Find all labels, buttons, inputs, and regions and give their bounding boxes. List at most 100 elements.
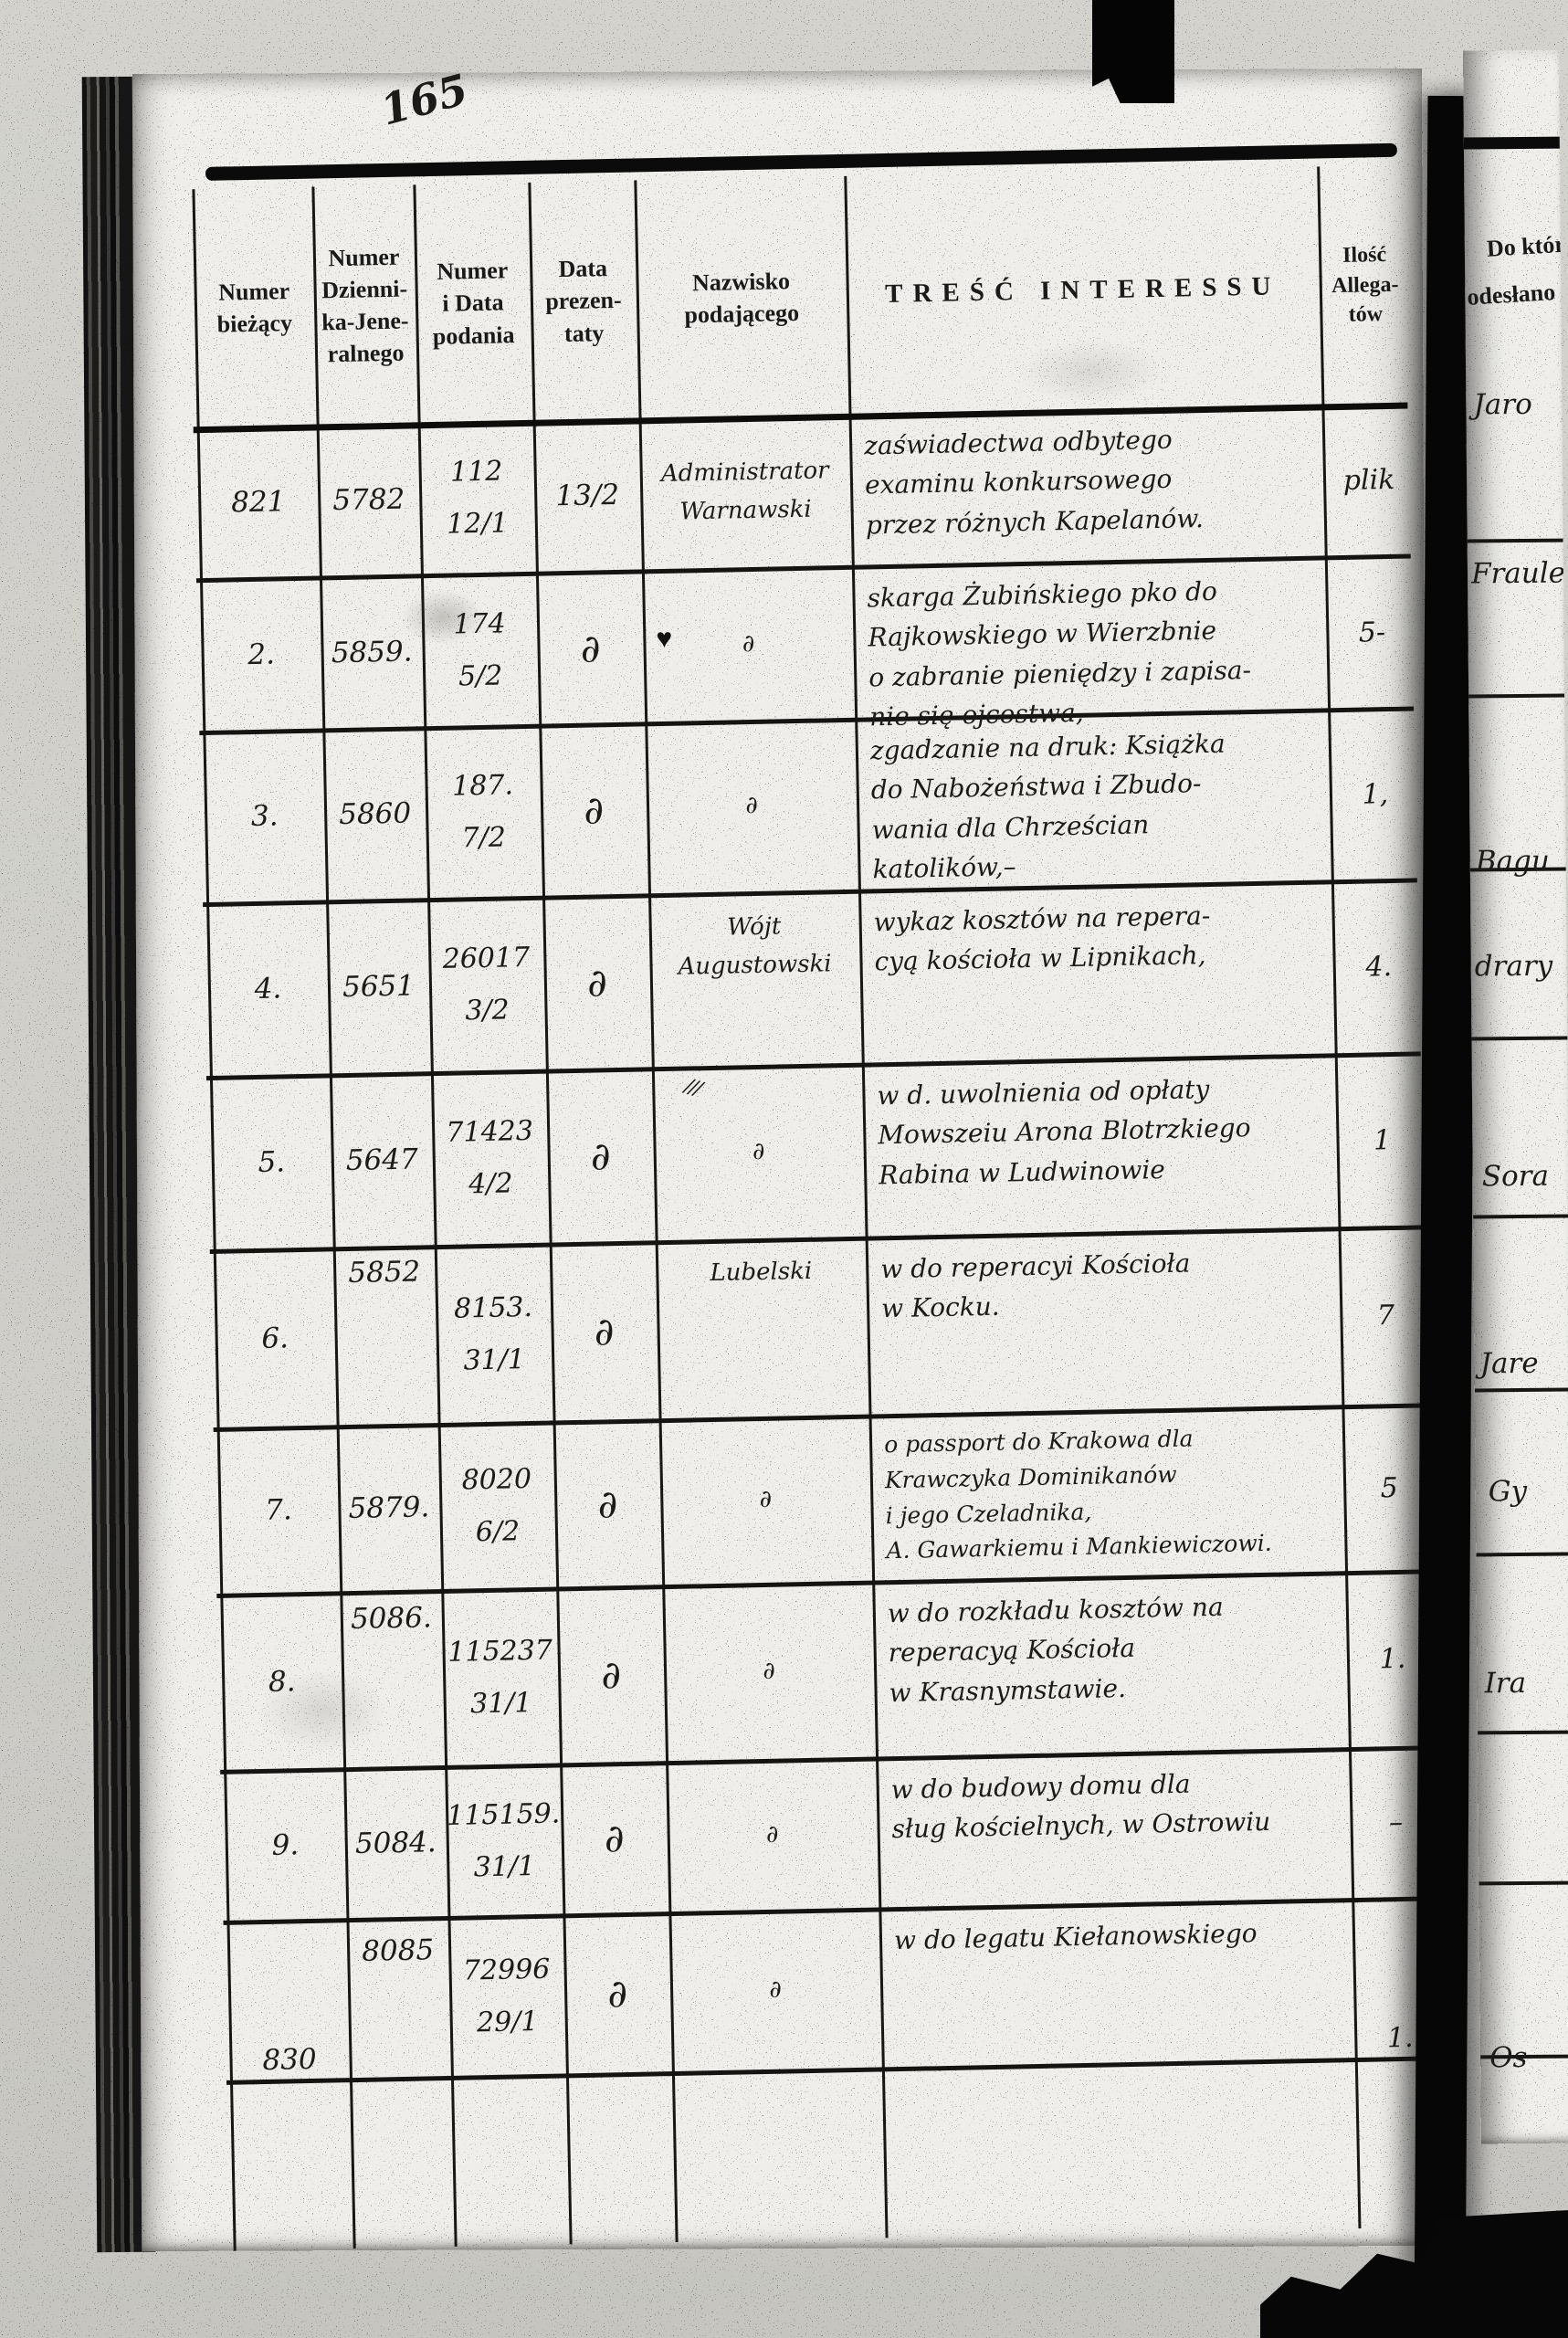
cell-nazwisko-ditto: ∂ — [763, 1657, 776, 1685]
cell-ilosc-allegatow: 4. — [1365, 950, 1393, 984]
cell-tresc-interessu: w do budowy domu dla sług kościelnych, w… — [890, 1768, 1271, 1845]
cell-numer-biezacy: 821 — [230, 485, 286, 520]
cell-numer-biezacy: 2. — [247, 637, 276, 672]
cell-nazwisko-ditto: ∂ — [765, 1820, 779, 1848]
cell-ilosc-allegatow: 7 — [1376, 1300, 1395, 1332]
cell-odeslano: Ira — [1484, 1666, 1527, 1701]
cell-odeslano: drary — [1474, 949, 1553, 984]
row-separator-line — [1476, 1552, 1568, 1557]
row-separator-line — [1471, 1036, 1568, 1041]
cell-data-prezentaty-ditto: ∂ — [604, 1816, 626, 1861]
cell-data-prezentaty-ditto: ∂ — [580, 625, 601, 671]
cell-numer-data-podania: 112 12/1 — [446, 455, 509, 541]
cell-tresc-interessu: w d. uwolnienia od opłaty Mowszeiu Arona… — [877, 1074, 1251, 1191]
cell-tresc-interessu: wykaz kosztów na repera- cyą kościoła w … — [873, 900, 1211, 977]
cell-numer-data-podania: 115237 31/1 — [447, 1634, 553, 1720]
cell-nazwisko-ditto: ∂ — [752, 1138, 765, 1166]
cell-data-prezentaty-ditto: ∂ — [590, 1132, 612, 1179]
cell-tresc-interessu: zgadzanie na druk: Książka do Nabożeństw… — [869, 728, 1226, 885]
cell-numer-data-podania: 115159. 31/1 — [446, 1796, 561, 1883]
header-ilosc-allegatow: Ilość Allega- tów — [1331, 243, 1399, 327]
table-top-rule — [1463, 136, 1560, 150]
cell-numer-biezacy: 4. — [254, 972, 282, 1006]
cell-tresc-interessu: skarga Żubińskiego pko do Rajkowskiego w… — [867, 575, 1252, 732]
table-row: 9. 5084. 115159. 31/1 ∂ ∂ w do budowy do… — [151, 1750, 1443, 1919]
cell-odeslano: Gy — [1488, 1474, 1528, 1509]
cell-numer-dziennika: 5860 — [338, 796, 412, 832]
cell-numer-biezacy: 6. — [261, 1321, 289, 1355]
header-nazwisko: Nazwisko podającego — [684, 267, 800, 329]
cell-numer-dziennika: 5647 — [345, 1143, 419, 1178]
table-row: 830 8085 72996 29/1 ∂ ∂ w do legatu Kieł… — [154, 1901, 1447, 2079]
cell-numer-data-podania: 26017 3/2 — [442, 941, 531, 1027]
ink-blot-heart: ♥ — [656, 623, 673, 655]
cell-tresc-interessu: w do legatu Kiełanowskiego — [893, 1918, 1258, 1956]
table-row: 5. 5647 71423 4/2 ∂ /// ∂ w d. uwolnieni… — [137, 1056, 1429, 1248]
cell-numer-data-podania: 8020 6/2 — [461, 1463, 532, 1549]
register-left-page: 165 Numer bieżący Numer Dzienni- ka-Jene… — [130, 64, 1441, 2252]
cell-ilosc-allegatow: 5- — [1358, 616, 1386, 649]
cell-nazwisko-ditto: ∂ — [769, 1975, 783, 2004]
cell-nazwisko-ditto: ∂ — [759, 1485, 773, 1514]
cell-odeslano: Sora — [1481, 1159, 1550, 1194]
cell-numer-dziennika: 5879. — [348, 1490, 430, 1526]
table-row-empty — [157, 2060, 1449, 2248]
cell-data-prezentaty-ditto: ∂ — [606, 1971, 628, 2017]
cell-numer-data-podania: 71423 4/2 — [446, 1114, 534, 1201]
cell-numer-dziennika: 5859. — [331, 635, 413, 670]
cell-nazwisko: Wójt Augustowski — [678, 912, 832, 981]
cell-odeslano: Bagu — [1475, 844, 1550, 879]
cell-odeslano: Jare — [1479, 1346, 1539, 1381]
cell-numer-biezacy: 9. — [271, 1827, 300, 1862]
table-row: 3. 5860 187. 7/2 ∂ ∂ zgadzanie na druk: … — [130, 711, 1422, 900]
cell-ilosc-allegatow: 1 — [1373, 1123, 1392, 1156]
row-separator-line — [1479, 1880, 1568, 1886]
cell-data-prezentaty: 13/2 — [555, 478, 620, 513]
cell-numer-dziennika: 5852 — [347, 1255, 421, 1290]
cell-ilosc-allegatow: plik — [1342, 463, 1395, 497]
row-separator-line — [1467, 538, 1563, 543]
cell-tresc-interessu: zaświadectwa odbytego examinu konkursowe… — [863, 424, 1205, 541]
cell-odeslano: Os — [1489, 2040, 1528, 2075]
cell-numer-dziennika: 5651 — [342, 969, 416, 1005]
cell-numer-data-podania: 8153. 31/1 — [453, 1290, 533, 1376]
header-numer-data-podania: Numer i Data podania — [432, 257, 515, 350]
cell-tresc-interessu: w do reperacyi Kościoła w Kocku. — [879, 1248, 1191, 1324]
table-row: 8. 5086. 115237 31/1 ∂ ∂ w do rozkładu k… — [147, 1574, 1439, 1768]
cell-nazwisko: Administrator Warnawski — [660, 457, 829, 526]
cell-nazwisko: Lubelski — [710, 1257, 813, 1288]
cell-data-prezentaty-ditto: ∂ — [597, 1480, 618, 1527]
header-data-prezentaty: Data prezen- taty — [545, 255, 622, 347]
header-odeslano: odesłano Se — [1466, 276, 1568, 311]
cell-data-prezentaty-ditto: ∂ — [586, 959, 608, 1006]
row-separator-line — [1473, 1214, 1568, 1219]
header-tresc-interessu: TREŚĆ INTERESSU — [884, 271, 1281, 310]
page-number: 165 — [375, 64, 473, 135]
cell-numer-biezacy: 3. — [250, 799, 279, 834]
cell-numer-dziennika: 5084. — [354, 1825, 437, 1860]
table-row: 4. 5651 26017 3/2 ∂ Wójt Augustowski wyk… — [133, 882, 1426, 1074]
header-numer-dziennika: Numer Dzienni- ka-Jene- ralnego — [321, 243, 409, 368]
row-separator-line — [1468, 693, 1565, 699]
cell-numer-data-podania: 187. 7/2 — [451, 769, 514, 855]
cell-data-prezentaty-ditto: ∂ — [583, 786, 605, 833]
cell-tresc-interessu: w do rozkładu kosztów na reperacyą Kości… — [887, 1591, 1224, 1708]
header-numer-biezacy: Numer bieżący — [216, 277, 293, 338]
register-right-page: Do któré odesłano Se Jaro Fraule Bagu dr… — [1463, 49, 1568, 2144]
cell-numer-dziennika: 5086. — [350, 1601, 433, 1637]
cell-data-prezentaty-ditto: ∂ — [600, 1652, 622, 1698]
cell-numer-biezacy: 5. — [258, 1145, 286, 1179]
cell-tresc-interessu: o passport do Krakowa dla Krawczyka Domi… — [883, 1425, 1272, 1564]
cell-numer-dziennika: 5782 — [331, 482, 405, 518]
cell-numer-biezacy: 830 — [262, 2042, 317, 2078]
cell-nazwisko-ditto: ∂ — [745, 792, 759, 820]
table-row: 2. 5859. 174 5/2 ∂ ∂ ♥ skarga Żubińskieg… — [127, 558, 1419, 732]
cell-odeslano: Jaro — [1473, 387, 1532, 422]
table-row: 6. 5852 8153. 31/1 ∂ Lubelski w do reper… — [141, 1229, 1433, 1426]
row-separator-line — [1474, 1387, 1568, 1393]
table-row: 821 5782 112 12/1 13/2 Administrator War… — [124, 405, 1416, 577]
cell-ilosc-allegatow: 1, — [1362, 777, 1389, 811]
cell-numer-data-podania: 72996 29/1 — [462, 1953, 551, 2038]
cell-data-prezentaty-ditto: ∂ — [594, 1309, 615, 1354]
